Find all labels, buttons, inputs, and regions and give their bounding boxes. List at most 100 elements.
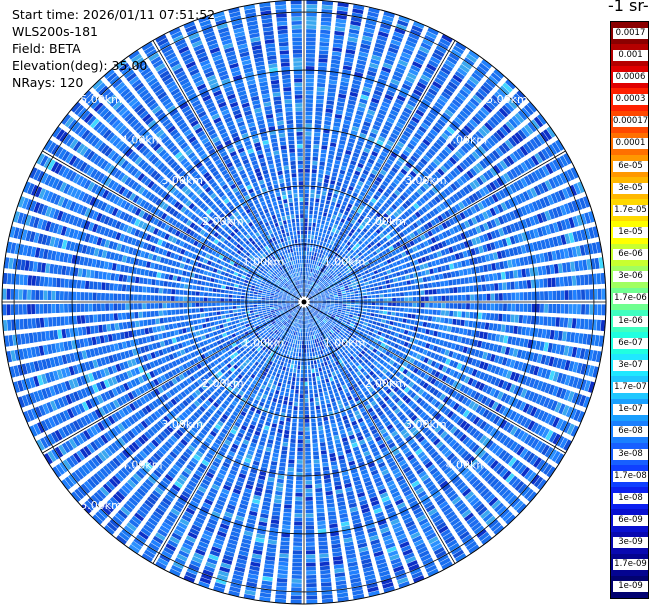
ray-gate — [307, 276, 310, 281]
ray-gate — [330, 329, 334, 334]
ray-gate — [331, 314, 336, 318]
ray-gate — [319, 553, 329, 558]
ray-gate — [544, 383, 552, 394]
ray-gate — [397, 381, 404, 388]
ray-gate — [328, 84, 337, 89]
ray-gate — [427, 27, 439, 36]
ray-gate — [487, 119, 497, 129]
ray-gate — [305, 307, 307, 312]
ray-gate — [478, 407, 487, 416]
ray-gate — [429, 84, 440, 93]
ray-gate — [562, 404, 570, 416]
ray-gate — [340, 276, 345, 281]
ray-gate — [393, 211, 400, 218]
ray-gate — [385, 279, 390, 284]
ray-gate — [313, 330, 317, 335]
ray-gate — [349, 361, 354, 367]
ray-gate — [319, 317, 323, 322]
ray-gate — [321, 268, 325, 273]
ray-gate — [598, 335, 604, 347]
ray-gate — [474, 349, 480, 357]
ray-gate — [400, 444, 408, 451]
ray-gate — [489, 207, 497, 217]
ray-gate — [467, 218, 474, 227]
ray-gate — [436, 250, 442, 258]
ray-gate — [589, 289, 594, 300]
ray-gate — [288, 376, 292, 381]
ray-gate — [290, 364, 294, 369]
ray-gate — [311, 308, 315, 312]
ray-gate — [559, 388, 567, 400]
ray-gate — [422, 277, 428, 283]
ray-gate — [346, 279, 351, 283]
ray-gate — [453, 335, 458, 342]
ray-gate — [270, 405, 276, 411]
ray-gate — [397, 216, 404, 223]
ray-gate — [437, 331, 442, 338]
ray-gate — [492, 164, 501, 175]
ray-gate — [388, 335, 394, 341]
ray-gate — [398, 137, 407, 145]
ray-gate — [469, 312, 474, 319]
ray-gate — [475, 359, 481, 368]
ray-gate — [402, 361, 409, 367]
ray-gate — [330, 231, 335, 237]
ray-gate — [309, 268, 311, 272]
ray-gate — [461, 488, 472, 497]
ray-gate — [286, 346, 290, 351]
ray-gate — [342, 474, 350, 481]
ray-gate — [440, 249, 446, 256]
ray-gate — [292, 372, 296, 378]
ray-gate — [525, 268, 531, 277]
ray-gate — [344, 315, 349, 319]
ray-gate — [305, 492, 313, 497]
ray-gate — [304, 242, 307, 247]
ray-gate — [516, 445, 525, 456]
ray-gate — [267, 413, 273, 419]
ray-gate — [514, 480, 525, 492]
ray-gate — [350, 297, 355, 300]
ray-gate — [368, 320, 373, 324]
ray-gate — [505, 382, 512, 392]
ray-gate — [313, 451, 319, 456]
ray-gate — [306, 288, 308, 293]
ray-gate — [427, 508, 438, 516]
ray-gate — [336, 497, 345, 503]
ray-gate — [262, 572, 274, 578]
ray-gate — [337, 225, 342, 231]
ray-gate — [475, 330, 480, 338]
ray-gate — [506, 439, 515, 449]
ray-gate — [364, 165, 371, 172]
ray-gate — [375, 421, 383, 428]
ray-gate — [391, 561, 403, 569]
ray-gate — [319, 203, 325, 208]
ray-gate — [420, 158, 428, 166]
ray-gate — [343, 119, 351, 126]
ray-gate — [344, 267, 349, 272]
ray-gate — [340, 380, 346, 386]
ray-gate — [284, 349, 288, 355]
ray-gate — [308, 280, 311, 285]
ray-gate — [318, 62, 328, 67]
ray-gate — [472, 500, 483, 510]
ray-gate — [358, 240, 363, 245]
ray-gate — [301, 361, 304, 366]
ray-gate — [466, 294, 470, 301]
ray-gate — [329, 309, 334, 312]
ray-gate — [493, 205, 500, 215]
ray-gate — [433, 546, 445, 556]
ray-gate — [362, 227, 368, 233]
ray-gate — [321, 404, 326, 409]
ray-gate — [306, 558, 316, 563]
ray-gate — [346, 216, 352, 222]
ray-gate — [440, 178, 448, 186]
ray-gate — [314, 475, 322, 480]
ray-gate — [384, 94, 394, 101]
ray-gate — [357, 55, 368, 62]
ray-gate — [581, 289, 586, 300]
ray-gate — [324, 174, 330, 180]
ray-gate — [472, 416, 481, 425]
ray-gate — [275, 390, 280, 395]
ray-gate — [373, 393, 380, 400]
ray-gate — [325, 356, 330, 361]
